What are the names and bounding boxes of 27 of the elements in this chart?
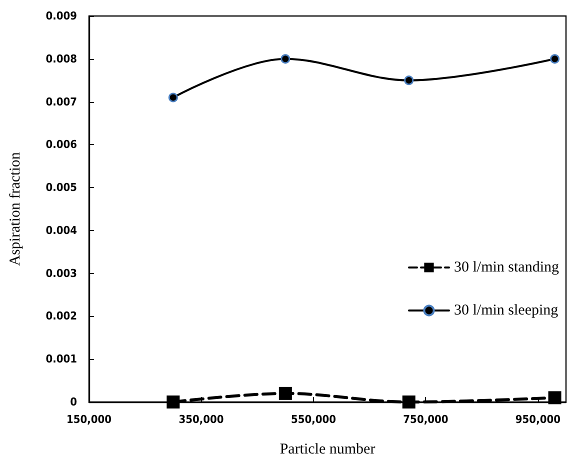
x-tick-label: 350,000 — [178, 413, 224, 426]
y-tick-label: 0.002 — [46, 310, 78, 323]
point — [280, 54, 290, 64]
y-tick-label: 0.004 — [46, 224, 78, 237]
y-tick-label: 0.006 — [46, 138, 78, 152]
y-tick-label: 0.005 — [46, 181, 78, 194]
legend-label: 30 l/min sleeping — [454, 302, 559, 318]
point — [550, 54, 560, 64]
point — [548, 391, 562, 404]
point — [168, 92, 178, 102]
point — [166, 396, 180, 408]
y-axis-title: Aspiration fraction — [8, 152, 24, 266]
x-tick-label: 150,000 — [66, 413, 112, 426]
x-axis-title: Particle number — [280, 442, 376, 458]
point — [402, 396, 416, 408]
y-tick-label: 0.009 — [46, 10, 78, 22]
x-tick-label: 950,000 — [515, 413, 561, 426]
y-tick-label: 0.007 — [46, 95, 78, 108]
point — [404, 76, 414, 86]
y-tick-label: 0.008 — [46, 52, 78, 66]
x-tick-label: 750,000 — [403, 413, 448, 426]
point — [278, 386, 292, 400]
legend-label: 30 l/min standing — [454, 260, 560, 276]
y-tick-label: 0.001 — [46, 352, 78, 366]
y-tick-label: 0 — [70, 396, 78, 408]
x-tick-label: 550,000 — [290, 413, 336, 426]
y-tick-label: 0.003 — [46, 266, 78, 280]
